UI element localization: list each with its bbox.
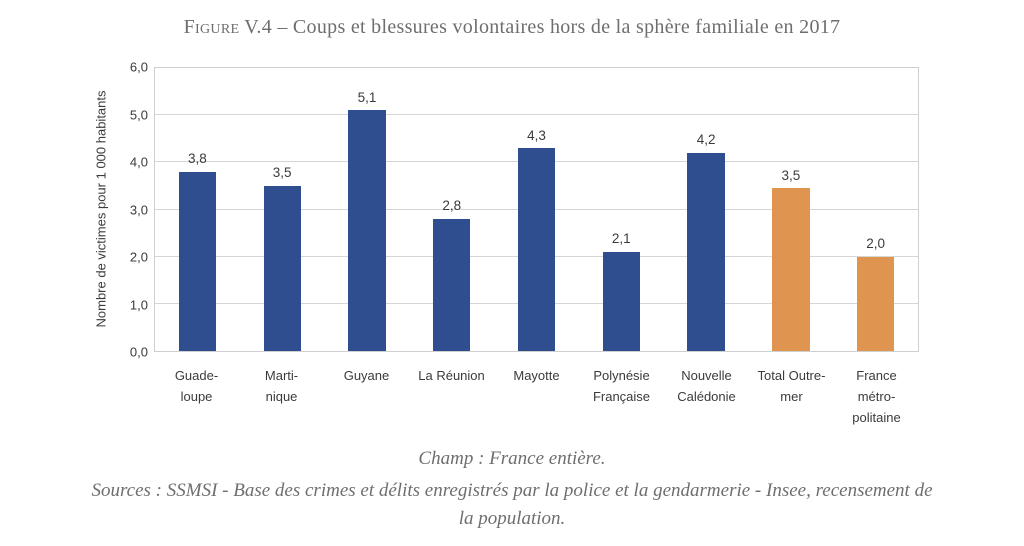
bars: 3,8 3,5 5,1 2,8 4,3 2,1 4,2 3,5 2,0 bbox=[155, 68, 918, 351]
bar-value-label: 2,8 bbox=[442, 198, 462, 214]
bar-value-label: 2,0 bbox=[866, 236, 886, 252]
bar-slot: 3,5 bbox=[240, 68, 325, 351]
x-axis-label-line: politaine bbox=[852, 410, 901, 425]
bar bbox=[178, 171, 217, 351]
bar-slot: 3,8 bbox=[155, 68, 240, 351]
x-axis-label: Guyane bbox=[324, 353, 409, 428]
x-axis-label: Total Outre-mer bbox=[749, 353, 834, 428]
figure-title: Figure V.4 – Coups et blessures volontai… bbox=[0, 16, 1024, 39]
bar bbox=[433, 218, 471, 351]
bar bbox=[517, 148, 556, 351]
bar-value-label: 4,3 bbox=[527, 127, 546, 143]
gridline bbox=[155, 114, 918, 116]
bar-slot: 2,0 bbox=[833, 68, 918, 351]
bar bbox=[348, 110, 386, 351]
x-axis-label-line: Nouvelle bbox=[681, 368, 732, 383]
x-axis-label-line: métro- bbox=[857, 389, 896, 404]
x-axis-label-line: Française bbox=[592, 389, 651, 404]
y-axis-tick-label: 2,0 bbox=[129, 249, 148, 265]
x-axis-label-line: Marti- bbox=[264, 368, 299, 383]
x-axis-label-line: Calédonie bbox=[677, 389, 736, 404]
bar-value-label: 4,2 bbox=[696, 132, 716, 148]
y-axis-tick-label: 3,0 bbox=[129, 202, 148, 217]
bar-slot: 3,5 bbox=[748, 68, 833, 351]
x-axis-label-line: Guyane bbox=[343, 368, 390, 383]
sources-note: Sources : SSMSI - Base des crimes et dél… bbox=[7, 477, 1017, 533]
x-axis-labels: Guade-loupe Marti-nique Guyane La Réunion Ma… bbox=[154, 353, 919, 428]
bar-slot: 4,3 bbox=[494, 68, 579, 351]
bar bbox=[263, 185, 301, 351]
bar bbox=[602, 251, 640, 351]
x-axis-label: Polynésie Française bbox=[579, 353, 664, 428]
x-axis-label-line: mer bbox=[780, 389, 803, 404]
bar-slot: 2,1 bbox=[579, 68, 664, 351]
bar bbox=[772, 188, 810, 351]
x-axis-label-line: Guade- bbox=[174, 368, 219, 383]
x-axis-label: Nouvelle Calédonie bbox=[664, 353, 749, 428]
champ-note: Champ : France entière. bbox=[418, 448, 606, 469]
x-axis-label: Marti-nique bbox=[239, 353, 324, 428]
x-axis-label: Mayotte bbox=[494, 353, 579, 428]
x-axis-label-line: Polynésie bbox=[593, 368, 650, 383]
y-axis-ticks: 0,0 1,0 2,0 3,0 4,0 5,0 6,0 bbox=[106, 61, 148, 359]
y-axis-tick-label: 6,0 bbox=[129, 59, 148, 75]
x-axis-label-line: France bbox=[856, 368, 897, 383]
x-axis-label-line: nique bbox=[265, 389, 298, 404]
x-axis-label: Guade-loupe bbox=[154, 353, 239, 428]
bar bbox=[687, 152, 725, 351]
x-axis-label-line: La Réunion bbox=[418, 368, 485, 383]
bar-value-label: 5,1 bbox=[357, 89, 377, 105]
sources-note-line: la population. bbox=[458, 508, 566, 529]
figure-title-prefix: Figure bbox=[183, 16, 240, 38]
bar-value-label: 3,5 bbox=[272, 165, 292, 181]
figure-title-text: V.4 – Coups et blessures volontaires hor… bbox=[239, 16, 841, 38]
x-axis-label-line: loupe bbox=[180, 389, 213, 404]
x-axis-label: France métro-politaine bbox=[834, 353, 919, 428]
x-axis-label-line: Mayotte bbox=[513, 368, 560, 383]
bar bbox=[856, 256, 895, 351]
bar-slot: 4,2 bbox=[664, 68, 749, 351]
bar-slot: 5,1 bbox=[325, 68, 410, 351]
bar-value-label: 3,8 bbox=[188, 151, 207, 167]
x-axis-label: La Réunion bbox=[409, 353, 494, 428]
x-axis-label-line: Total Outre- bbox=[757, 368, 826, 383]
y-axis-tick-label: 1,0 bbox=[129, 297, 148, 312]
bar-slot: 2,8 bbox=[409, 68, 494, 351]
y-axis-tick-label: 5,0 bbox=[129, 107, 148, 122]
y-axis-tick-label: 4,0 bbox=[129, 154, 148, 170]
y-axis-tick-label: 0,0 bbox=[129, 344, 148, 360]
sources-note-line: Sources : SSMSI - Base des crimes et dél… bbox=[91, 480, 933, 501]
bar-value-label: 3,5 bbox=[781, 167, 801, 183]
bar-value-label: 2,1 bbox=[611, 231, 631, 247]
plot-area: 3,8 3,5 5,1 2,8 4,3 2,1 4,2 3,5 2,0 bbox=[154, 67, 919, 352]
